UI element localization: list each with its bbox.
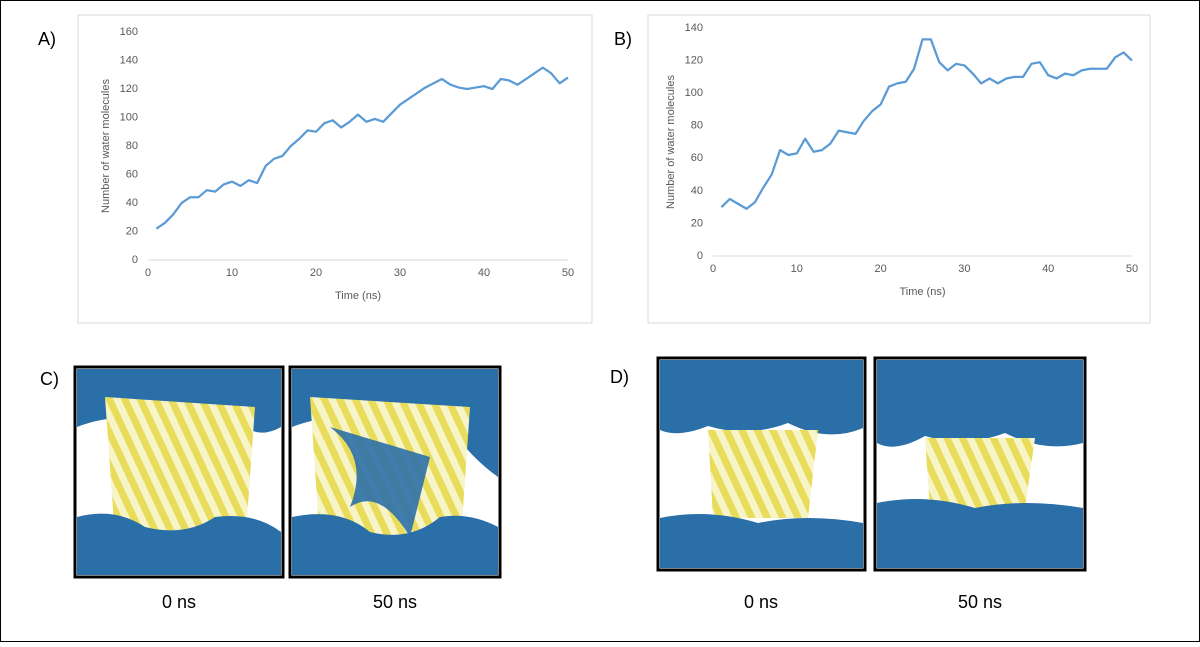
- data-line: [155, 66, 569, 230]
- x-tick-label: 50: [1126, 263, 1138, 275]
- y-tick-label: 160: [120, 26, 138, 38]
- data-line: [720, 38, 1133, 210]
- chart-frame: [77, 14, 593, 324]
- panel-label: D): [610, 367, 629, 387]
- x-axis-title: Time (ns): [335, 290, 381, 302]
- panel-label: B): [614, 29, 632, 49]
- x-tick-label: 50: [562, 267, 574, 279]
- y-tick-label: 120: [120, 83, 138, 95]
- x-tick-label: 20: [874, 263, 886, 275]
- panel-label: C): [40, 369, 59, 389]
- x-axis-title: Time (ns): [899, 286, 945, 298]
- image: [873, 356, 1087, 572]
- y-tick-label: 80: [126, 140, 138, 152]
- x-tick-label: 10: [791, 263, 803, 275]
- image: [73, 365, 285, 579]
- image-caption: 50 ns: [373, 592, 417, 612]
- x-tick-label: 10: [226, 267, 238, 279]
- y-tick-label: 140: [120, 54, 138, 66]
- y-tick-label: 100: [120, 111, 138, 123]
- y-tick-label: 120: [685, 54, 703, 66]
- image-caption: 0 ns: [744, 592, 778, 612]
- y-axis-title: Number of water molecules: [665, 75, 677, 209]
- y-tick-label: 20: [691, 217, 703, 229]
- y-tick-label: 140: [685, 22, 703, 34]
- x-tick-label: 30: [958, 263, 970, 275]
- chart-frame: [647, 14, 1151, 324]
- y-tick-label: 60: [691, 152, 703, 164]
- y-tick-label: 100: [685, 87, 703, 99]
- y-tick-label: 40: [691, 185, 703, 197]
- panel-label: A): [38, 29, 56, 49]
- x-tick-label: 40: [478, 267, 490, 279]
- y-tick-label: 80: [691, 120, 703, 132]
- y-tick-label: 0: [697, 250, 703, 262]
- y-axis-title: Number of water molecules: [100, 79, 112, 213]
- structure-images: [73, 356, 1087, 579]
- y-tick-label: 60: [126, 168, 138, 180]
- x-tick-label: 40: [1042, 263, 1054, 275]
- x-tick-label: 20: [310, 267, 322, 279]
- x-tick-label: 30: [394, 267, 406, 279]
- y-tick-label: 0: [132, 254, 138, 266]
- x-tick-label: 0: [145, 267, 151, 279]
- image-caption: 50 ns: [958, 592, 1002, 612]
- image: [288, 365, 502, 579]
- y-tick-label: 40: [126, 197, 138, 209]
- y-tick-label: 20: [126, 225, 138, 237]
- image-caption: 0 ns: [162, 592, 196, 612]
- image: [656, 356, 867, 572]
- x-tick-label: 0: [710, 263, 716, 275]
